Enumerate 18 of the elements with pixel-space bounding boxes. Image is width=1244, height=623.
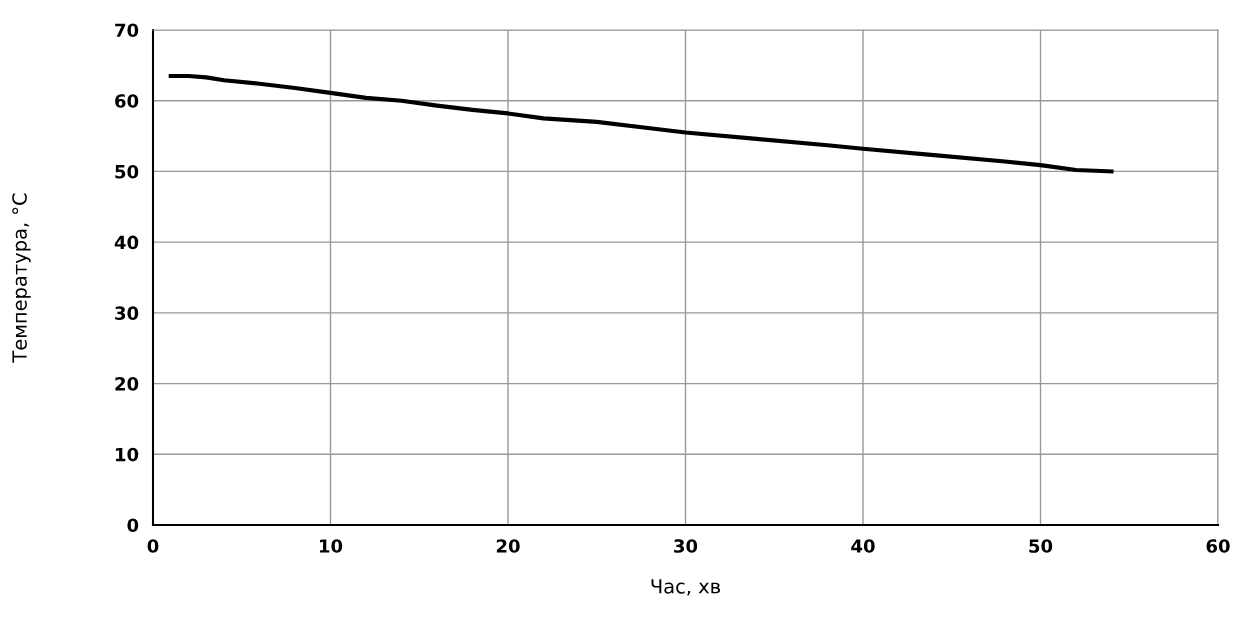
x-tick-label: 60 [1206, 539, 1230, 553]
y-tick-label: 40 [114, 235, 139, 250]
y-tick-label: 0 [127, 518, 139, 533]
y-tick-label: 60 [115, 94, 139, 108]
y-axis-title: Температура, °C [12, 193, 31, 363]
line-series [168, 73, 1114, 174]
y-tick-label: 30 [115, 306, 139, 320]
x-tick-label: 20 [496, 539, 520, 553]
x-axis-title: Час, хв [651, 579, 720, 596]
y-tick-label: 10 [116, 447, 139, 462]
x-tick-label: 40 [851, 539, 875, 553]
x-tick-label: 0 [147, 539, 159, 553]
x-tick-label: 30 [674, 539, 698, 553]
x-tick-label: 50 [1029, 539, 1053, 553]
y-tick-label: 20 [115, 377, 139, 391]
y-tick-label: 70 [115, 23, 139, 38]
y-tick-label: 50 [115, 164, 139, 179]
x-tick-label: 10 [319, 539, 343, 553]
